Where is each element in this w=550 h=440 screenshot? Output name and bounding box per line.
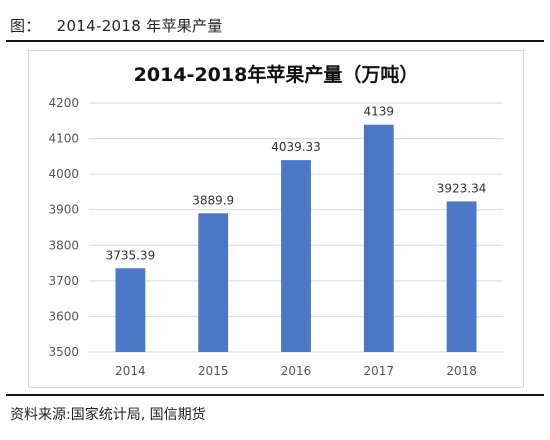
value-label: 4139	[364, 105, 395, 119]
bar-2016	[281, 160, 311, 352]
figure-caption: 图： 2014-2018 年苹果产量	[10, 10, 540, 40]
bar-2018	[446, 201, 477, 352]
value-label: 3923.34	[437, 181, 487, 195]
caption-label: 图：	[10, 16, 41, 35]
caption-text: 2014-2018 年苹果产量	[56, 16, 223, 35]
value-label: 4039.33	[271, 140, 321, 154]
x-tick-label: 2014	[115, 364, 146, 378]
source-note: 资料来源:国家统计局, 国信期货	[10, 407, 206, 423]
x-tick-label: 2018	[446, 364, 477, 378]
chart-title: 2014-2018年苹果产量（万吨）	[134, 63, 419, 86]
chart-frame: 2014-2018年苹果产量（万吨） 3500 3600 3700 3800 3900 4…	[28, 50, 524, 388]
x-tick-label: 2015	[198, 364, 229, 378]
top-rule	[6, 40, 544, 42]
y-tick-label: 4200	[48, 96, 79, 110]
bar-chart: 2014-2018年苹果产量（万吨） 3500 3600 3700 3800 3900 4…	[48, 63, 503, 378]
y-tick-label: 3900	[48, 203, 79, 217]
bar-2014	[115, 268, 146, 352]
bar-2015	[198, 213, 229, 352]
bar-2017	[363, 124, 394, 352]
y-tick-label: 3700	[48, 274, 79, 288]
bottom-rule	[6, 394, 544, 396]
y-tick-label: 4100	[48, 132, 79, 146]
y-tick-label: 3500	[48, 345, 79, 359]
y-tick-label: 3800	[48, 238, 79, 252]
y-tick-label: 3600	[48, 309, 79, 323]
y-tick-label: 4000	[48, 167, 79, 181]
value-label: 3735.39	[106, 248, 156, 262]
x-tick-label: 2017	[364, 364, 395, 378]
x-tick-label: 2016	[281, 364, 312, 378]
value-label: 3889.9	[192, 193, 234, 207]
